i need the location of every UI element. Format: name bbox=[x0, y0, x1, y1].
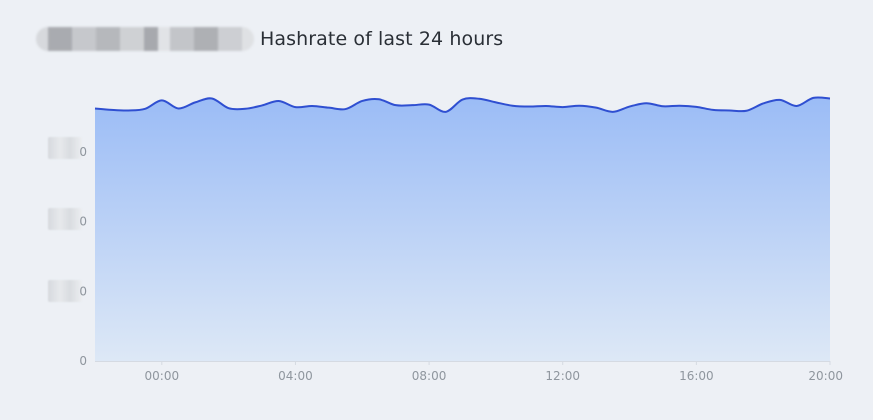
redacted-y-tick-label bbox=[48, 208, 82, 230]
x-tick-label: 20:00 bbox=[808, 369, 843, 383]
y-tick-label: 0 bbox=[79, 354, 87, 368]
redacted-title-prefix bbox=[36, 27, 254, 51]
x-tick-label: 00:00 bbox=[145, 369, 180, 383]
series-area-fill bbox=[95, 97, 830, 361]
x-tick-label: 12:00 bbox=[545, 369, 580, 383]
y-tick-label: 0 bbox=[79, 215, 87, 229]
x-tick-label: 04:00 bbox=[278, 369, 313, 383]
x-tick-label: 16:00 bbox=[679, 369, 714, 383]
chart-header: Hashrate of last 24 hours bbox=[36, 26, 503, 52]
x-axis-ticks: 00:00 04:00 08:00 12:00 16:00 20:00 bbox=[145, 361, 843, 383]
y-tick-label: 0 bbox=[79, 284, 87, 298]
x-tick-label: 08:00 bbox=[412, 369, 447, 383]
y-axis-ticks: 0 0 0 0 bbox=[79, 145, 87, 368]
redacted-y-tick-label bbox=[48, 137, 82, 159]
redacted-y-tick-label bbox=[48, 280, 82, 302]
y-tick-label: 0 bbox=[79, 145, 87, 159]
chart-title: Hashrate of last 24 hours bbox=[260, 28, 504, 50]
series-line bbox=[94, 96, 831, 113]
